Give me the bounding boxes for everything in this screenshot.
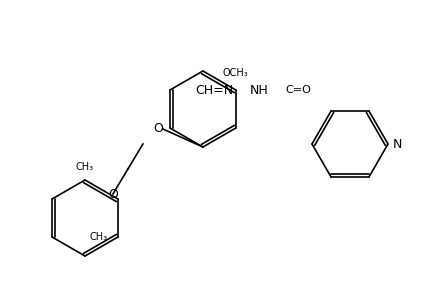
Text: CH=N: CH=N [195,84,233,96]
Text: CH₃: CH₃ [90,232,108,242]
Text: OCH₃: OCH₃ [223,68,249,78]
Text: NH: NH [250,84,269,96]
Text: N: N [393,137,402,151]
Text: C=O: C=O [285,85,311,95]
Text: O: O [153,122,163,135]
Text: O: O [108,187,118,200]
Text: CH₃: CH₃ [76,162,94,172]
